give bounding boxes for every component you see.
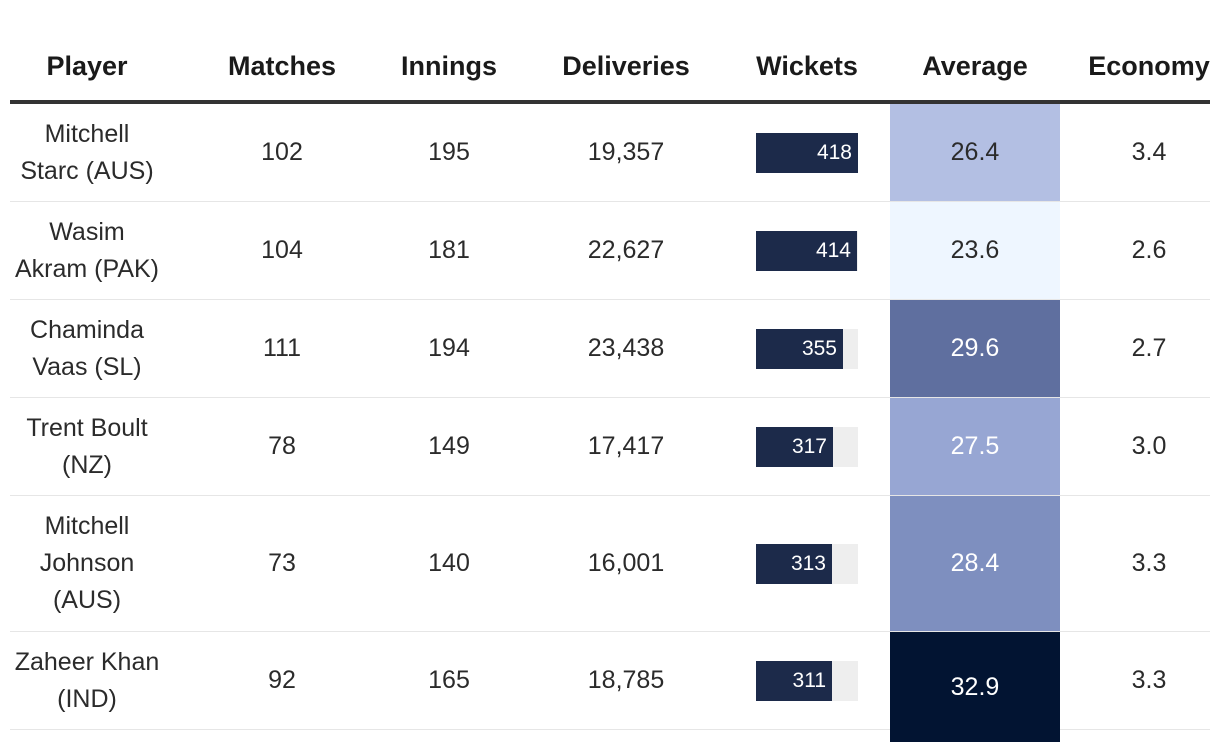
cell-innings: 195	[428, 138, 470, 166]
player-name-line: (IND)	[57, 684, 117, 713]
header-wickets: Wickets	[756, 51, 858, 81]
player-name-line: Akram (PAK)	[15, 254, 159, 283]
wickets-bar-track: 414	[756, 231, 858, 271]
wickets-bar: 355	[756, 329, 843, 369]
cell-average: 23.6	[890, 202, 1060, 299]
wickets-bar: 311	[756, 661, 832, 701]
wickets-bar-track: 313	[756, 544, 858, 584]
cell-player: Mitchell Starc (AUS)	[10, 104, 164, 201]
cell-average: 27.5	[890, 398, 1060, 495]
wickets-value-label: 414	[815, 239, 851, 262]
header-economy: Economy	[1088, 51, 1210, 81]
player-name-line: Trent Boult	[26, 413, 148, 442]
cell-average: 28.4	[890, 496, 1060, 631]
header-matches: Matches	[227, 51, 337, 81]
cell-innings: 194	[428, 334, 470, 362]
cell-matches: 104	[261, 236, 303, 264]
player-name-line: Chaminda	[30, 315, 144, 344]
cell-deliveries: 22,627	[587, 236, 665, 264]
table-row: Mitchell Starc (AUS) 102 195 19,357 418 26.4 3.…	[10, 104, 1210, 202]
average-value: 32.9	[950, 672, 1000, 701]
table-header: Player Matches Innings Deliveries Wicket…	[10, 0, 1210, 100]
player-name-line: (AUS)	[52, 586, 122, 614]
player-name-line: Vaas (SL)	[32, 352, 142, 381]
wickets-bar-track: 418	[756, 133, 858, 173]
player-name-line: Mitchell	[44, 512, 130, 540]
cell-matches: 92	[268, 666, 296, 694]
cell-deliveries: 17,417	[587, 432, 665, 460]
cell-average: 29.6	[890, 300, 1060, 397]
cell-economy: 3.3	[1131, 549, 1167, 577]
player-name-line: Zaheer Khan	[14, 647, 160, 676]
cell-player: Zaheer Khan (IND)	[10, 632, 164, 729]
wickets-bar: 418	[756, 133, 858, 173]
cell-player: Wasim Akram (PAK)	[10, 202, 164, 299]
header-innings: Innings	[401, 51, 497, 81]
cell-innings: 140	[428, 549, 470, 577]
cell-player: Chaminda Vaas (SL)	[10, 300, 164, 397]
wickets-value-label: 418	[816, 141, 852, 164]
average-value: 23.6	[950, 236, 1000, 264]
player-name-line: (NZ)	[62, 450, 112, 479]
wickets-value-label: 317	[791, 435, 827, 458]
cell-player: Trent Boult (NZ)	[10, 398, 164, 495]
cell-innings: 181	[428, 236, 470, 264]
table-row: Mitchell Johnson (AUS) 73 140 16,001 313 28.4 3.…	[10, 496, 1210, 632]
player-name-line: Starc (AUS)	[20, 156, 154, 185]
cell-deliveries: 16,001	[587, 549, 665, 577]
table-row: Zaheer Khan (IND) 92 165 18,785 311 32.9 3.3	[10, 632, 1210, 742]
cell-economy: 3.3	[1131, 666, 1167, 694]
table-row: Wasim Akram (PAK) 104 181 22,627 414 23.6 2.6	[10, 202, 1210, 300]
header-player: Player	[46, 51, 128, 81]
wickets-bar-track: 311	[756, 661, 858, 701]
wickets-value-label: 355	[801, 337, 837, 360]
cell-matches: 102	[261, 138, 303, 166]
wickets-bar-track: 317	[756, 427, 858, 467]
cell-matches: 78	[268, 432, 296, 460]
header-average: Average	[922, 51, 1028, 81]
cell-economy: 3.4	[1131, 138, 1167, 166]
cell-average: 32.9	[890, 632, 1060, 742]
wickets-value-label: 311	[792, 669, 826, 692]
header-deliveries: Deliveries	[562, 51, 690, 81]
player-name-line: Mitchell	[44, 119, 130, 148]
player-name-line: Wasim	[49, 217, 125, 246]
cell-economy: 2.7	[1131, 334, 1167, 362]
cell-deliveries: 19,357	[587, 138, 665, 166]
cell-matches: 73	[268, 549, 296, 577]
wickets-bar: 313	[756, 544, 832, 584]
average-value: 27.5	[950, 432, 1000, 460]
cell-deliveries: 23,438	[587, 334, 665, 362]
cell-player: Mitchell Johnson (AUS)	[10, 496, 164, 631]
cell-economy: 2.6	[1131, 236, 1167, 264]
table-row: Trent Boult (NZ) 78 149 17,417 317 27.5 3.0	[10, 398, 1210, 496]
cell-deliveries: 18,785	[587, 666, 665, 694]
wickets-value-label: 313	[790, 552, 826, 575]
average-value: 26.4	[950, 138, 1000, 166]
cell-innings: 165	[428, 666, 470, 694]
wickets-bar: 317	[756, 427, 833, 467]
wickets-bar: 414	[756, 231, 857, 271]
cell-matches: 111	[262, 334, 301, 362]
cell-average: 26.4	[890, 104, 1060, 201]
player-name-line: Johnson	[39, 549, 135, 577]
average-value: 28.4	[950, 549, 1000, 577]
cell-innings: 149	[428, 432, 470, 460]
header-divider	[10, 100, 1210, 104]
cell-economy: 3.0	[1131, 432, 1167, 460]
average-value: 29.6	[950, 334, 1000, 362]
wickets-bar-track: 355	[756, 329, 858, 369]
table-row: Chaminda Vaas (SL) 111 194 23,438 355 29.6 2.7	[10, 300, 1210, 398]
